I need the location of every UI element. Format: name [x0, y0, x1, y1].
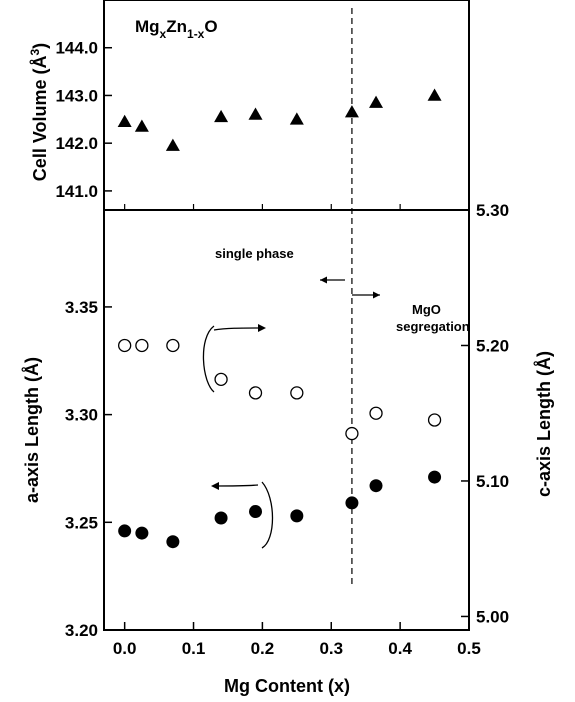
a-axis-point — [214, 511, 228, 525]
mgo-label-line1: MgO — [412, 302, 441, 317]
x-tick-label: 0.1 — [182, 639, 206, 658]
a-axis-point — [135, 526, 149, 540]
top-panel-title: MgxZn1-xO — [135, 17, 218, 41]
c-axis-title: c-axis Length (Å) — [534, 351, 554, 497]
x-tick-label: 0.2 — [251, 639, 275, 658]
cell-volume-point — [165, 138, 180, 151]
c-axis-point — [248, 386, 263, 400]
c-axis-point — [118, 338, 132, 353]
open-circle-to-right-axis-arrow — [202, 324, 266, 393]
c-axis-point — [345, 426, 359, 441]
c-axis-tick-label: 5.10 — [476, 472, 509, 491]
c-axis-point — [135, 338, 149, 353]
filled-circle-to-left-axis-arrow — [211, 481, 274, 549]
a-axis-tick-label: 3.35 — [65, 298, 98, 317]
x-tick-label: 0.4 — [388, 639, 412, 658]
a-axis-point — [249, 505, 263, 519]
a-axis-title: a-axis Length (Å) — [22, 357, 42, 503]
cell-volume-tick-label: 143.0 — [55, 86, 98, 105]
c-axis-tick-label: 5.00 — [476, 607, 509, 626]
a-axis-point — [369, 479, 383, 493]
x-tick-label: 0.3 — [319, 639, 343, 658]
cell-volume-point — [427, 88, 442, 101]
cell-volume-axis-title: Cell Volume (Å3) — [28, 43, 50, 181]
cell-volume-point — [134, 119, 149, 132]
ticks-layer: 0.0 0.1 0.2 0.3 0.4 0.5 141.0 142.0 143.0 144.0 3.… — [55, 39, 509, 658]
a-axis-point — [118, 524, 132, 538]
a-axis-tick-label: 3.20 — [65, 621, 98, 640]
x-tick-label: 0.0 — [113, 639, 137, 658]
c-axis-point — [214, 372, 228, 387]
a-axis-point — [345, 496, 359, 510]
a-axis-tick-label: 3.30 — [65, 406, 98, 425]
cell-volume-point — [214, 109, 229, 123]
cell-volume-point — [344, 105, 359, 118]
cell-volume-point — [369, 95, 384, 108]
cell-volume-point — [248, 107, 263, 120]
c-axis-point — [369, 406, 383, 420]
c-axis-point — [427, 413, 442, 427]
mgo-label-line2: segregation — [396, 319, 470, 334]
a-axis-point — [290, 509, 304, 523]
single-phase-label: single phase — [215, 246, 294, 261]
x-tick-label: 0.5 — [457, 639, 481, 658]
marks-layer — [117, 8, 442, 585]
c-axis-point — [290, 386, 304, 400]
bottom-panel-frame — [103, 209, 470, 631]
c-axis-tick-label: 5.20 — [476, 336, 509, 355]
segregation-arrow — [352, 291, 380, 299]
c-axis-tick-label: 5.30 — [476, 201, 509, 220]
x-axis-title: Mg Content (x) — [224, 676, 350, 696]
single-phase-arrow — [320, 276, 345, 284]
cell-volume-tick-label: 142.0 — [55, 134, 98, 153]
a-axis-point — [428, 470, 442, 484]
cell-volume-point — [117, 114, 132, 127]
c-axis-point — [166, 338, 180, 353]
a-axis-tick-label: 3.25 — [65, 513, 98, 532]
cell-volume-tick-label: 141.0 — [55, 182, 98, 201]
cell-volume-point — [289, 112, 304, 125]
a-axis-point — [166, 535, 180, 549]
cell-volume-tick-label: 144.0 — [55, 39, 98, 58]
